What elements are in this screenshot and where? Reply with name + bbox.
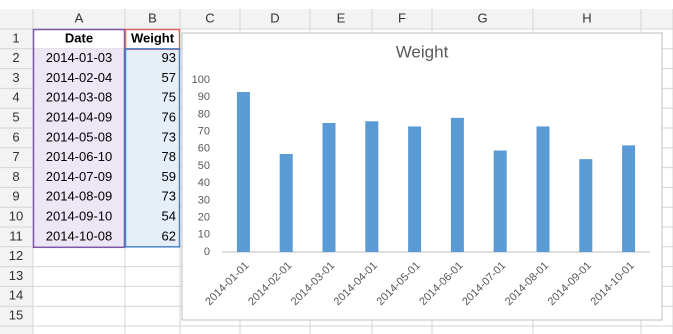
cell: 2014-07-09 [46,169,113,184]
y-tick-label: 100 [192,74,210,86]
selection-fill [33,48,125,247]
cell: 93 [162,50,176,65]
cell: 62 [162,228,176,243]
cell: 2014-08-09 [46,189,113,204]
bar [493,150,507,252]
cell: 2014-02-04 [46,70,113,85]
bar [450,117,464,252]
column-header: G [477,10,487,25]
cell: 73 [162,129,176,144]
selection-fill [125,48,180,247]
y-tick-label: 90 [198,91,210,103]
column-header: H [582,10,591,25]
column-header: A [75,10,84,25]
chart: Weight 01020304050607080901002014-01-012… [181,32,663,321]
column-header: C [205,10,214,25]
row-header: 14 [9,288,23,303]
cell: 2014-09-10 [46,209,113,224]
row-header: 6 [12,129,19,144]
bar [408,126,422,252]
selection-border [124,48,181,248]
row-header: 2 [12,50,19,65]
cell: 75 [162,90,176,105]
bar [236,92,250,252]
cell: 2014-06-10 [46,149,113,164]
row-header: 15 [9,308,23,323]
cell: 57 [162,70,176,85]
y-tick-label: 0 [204,246,210,258]
row-header: 12 [9,248,23,263]
row-header-bar [0,9,33,334]
chart-title: Weight [396,42,449,61]
column-header: B [148,10,157,25]
cell: 2014-10-08 [46,228,113,243]
y-tick-label: 10 [198,229,210,241]
cell: 78 [162,149,176,164]
column-header: F [398,10,406,25]
y-tick-label: 60 [198,143,210,155]
header-cell: Weight [131,30,175,45]
column-header-bar [0,9,673,29]
row-header: 4 [12,90,19,105]
cell: 2014-01-03 [46,50,113,65]
bar [279,153,293,252]
bar [579,159,593,252]
selection-border [32,28,126,249]
row-header: 1 [12,30,19,45]
row-header: 8 [12,169,19,184]
cell: 73 [162,189,176,204]
cell: 2014-04-09 [46,110,113,125]
row-header: 3 [12,70,19,85]
y-tick-label: 40 [198,177,210,189]
cell: 54 [162,209,176,224]
bar [365,121,379,252]
cell: 2014-05-08 [46,129,113,144]
bar [322,123,336,252]
row-header: 7 [12,149,19,164]
row-header: 10 [9,209,23,224]
cell: 2014-03-08 [46,90,113,105]
y-tick-label: 30 [198,194,210,206]
cell: 76 [162,110,176,125]
y-tick-label: 20 [198,212,210,224]
header-cell: Date [65,30,93,45]
column-header: D [270,10,279,25]
row-header: 5 [12,110,19,125]
column-header: E [337,10,346,25]
row-header: 13 [9,268,23,283]
cell: 59 [162,169,176,184]
y-tick-label: 70 [198,126,210,138]
y-tick-label: 80 [198,108,210,120]
y-tick-label: 50 [198,160,210,172]
bar [622,145,636,252]
bar [536,126,550,252]
row-header: 9 [12,189,19,204]
row-header: 11 [9,228,23,243]
